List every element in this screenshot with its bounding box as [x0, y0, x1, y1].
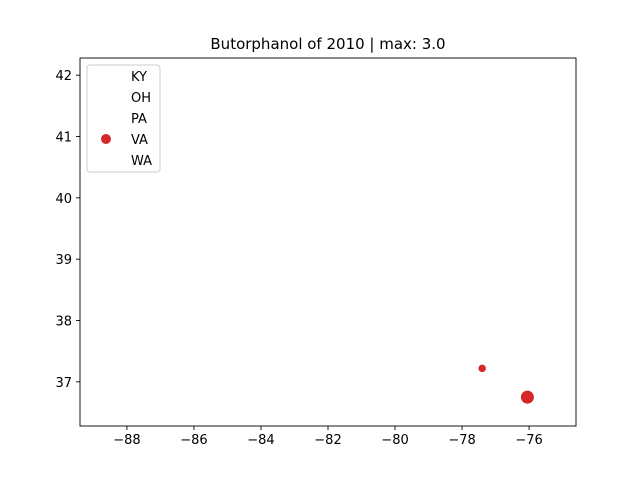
y-tick-label: 40 [55, 192, 72, 207]
x-tick-label: −84 [247, 433, 274, 448]
x-tick-label: −86 [180, 433, 207, 448]
data-point-va [478, 364, 486, 373]
legend-label-pa: PA [131, 112, 147, 127]
x-tick-label: −78 [448, 433, 475, 448]
x-tick-label: −82 [314, 433, 341, 448]
chart-title: Butorphanol of 2010 | max: 3.0 [210, 35, 445, 53]
legend-label-oh: OH [131, 91, 151, 106]
x-tick-label: −88 [113, 433, 140, 448]
legend-marker-va [101, 134, 111, 144]
y-tick-label: 42 [55, 69, 72, 84]
legend: KY OH PA VA WA [86, 64, 161, 173]
data-point-va [520, 390, 534, 404]
legend-marker-ky [101, 71, 111, 81]
y-tick-label: 39 [55, 253, 72, 268]
legend-marker-pa [101, 113, 111, 123]
legend-label-ky: KY [131, 70, 147, 85]
legend-marker-wa [101, 155, 111, 165]
y-axis: 37 38 39 40 41 42 [55, 69, 80, 391]
x-tick-label: −80 [381, 433, 408, 448]
legend-box [86, 64, 161, 173]
x-tick-label: −76 [515, 433, 542, 448]
y-tick-label: 41 [55, 131, 72, 146]
legend-marker-oh [101, 92, 111, 102]
y-tick-label: 38 [55, 315, 72, 330]
y-tick-label: 37 [55, 376, 72, 391]
legend-label-va: VA [131, 133, 148, 148]
legend-label-wa: WA [131, 154, 152, 169]
x-axis: −88 −86 −84 −82 −80 −78 −76 [113, 426, 543, 448]
